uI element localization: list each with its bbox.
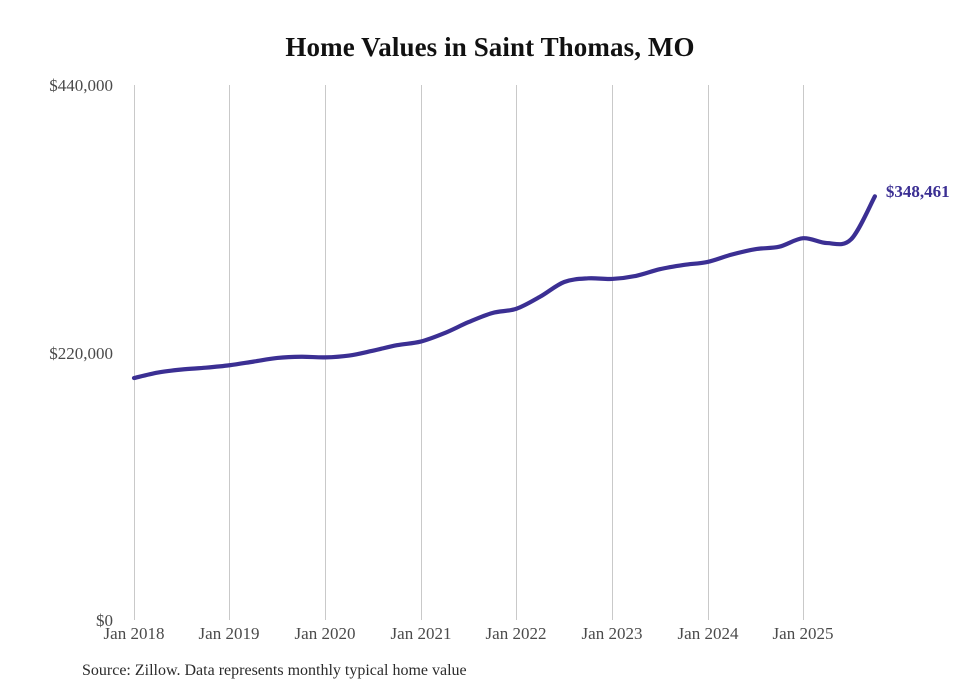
- series-end-value-label: $348,461: [885, 182, 950, 202]
- grid-line-jan-2023: [612, 85, 613, 620]
- grid-line-jan-2022: [516, 85, 517, 620]
- grid-line-jan-2024: [708, 85, 709, 620]
- grid-line-jan-2021: [421, 85, 422, 620]
- x-tick-label-jan-2018: Jan 2018: [103, 624, 165, 643]
- x-tick-label-jan-2021: Jan 2021: [390, 624, 452, 643]
- source-note: Source: Zillow. Data represents monthly …: [82, 662, 467, 679]
- grid-line-jan-2018: [134, 85, 135, 620]
- x-tick-label-jan-2022: Jan 2022: [485, 624, 547, 643]
- grid-line-jan-2020: [325, 85, 326, 620]
- series-path-typical-home-value: [131, 194, 877, 381]
- y-tick-label-220000: $220,000: [49, 344, 113, 363]
- y-tick-label-0: $0: [96, 611, 113, 630]
- x-tick-label-jan-2020: Jan 2020: [294, 624, 356, 643]
- x-tick-label-jan-2019: Jan 2019: [198, 624, 260, 643]
- x-tick-label-jan-2024: Jan 2024: [677, 624, 739, 643]
- y-tick-label-440000: $440,000: [49, 76, 113, 95]
- x-tick-label-jan-2023: Jan 2023: [581, 624, 643, 643]
- chart-title: Home Values in Saint Thomas, MO: [285, 32, 695, 62]
- grid-line-jan-2025: [803, 85, 804, 620]
- grid-line-jan-2019: [229, 85, 230, 620]
- x-tick-label-jan-2025: Jan 2025: [772, 624, 834, 643]
